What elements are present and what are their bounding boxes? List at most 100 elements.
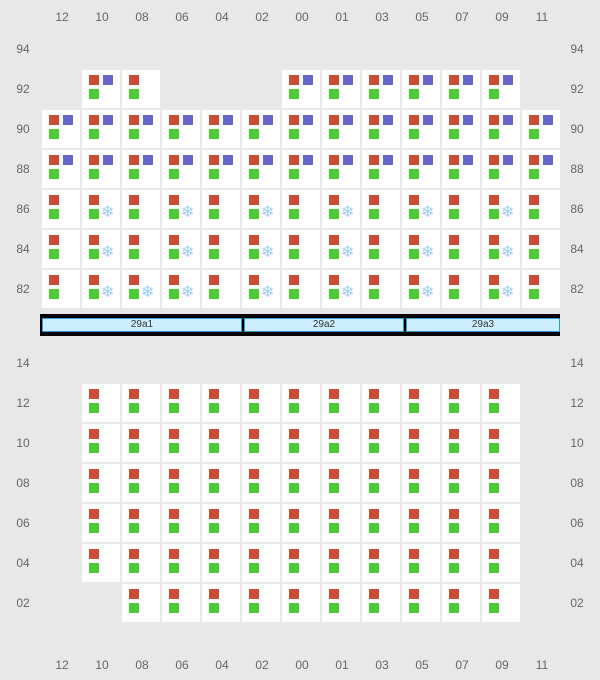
rack-cell[interactable] bbox=[162, 584, 200, 622]
rack-cell[interactable] bbox=[122, 464, 160, 502]
rack-cell[interactable]: ❄ bbox=[242, 270, 280, 308]
rack-cell[interactable] bbox=[402, 424, 440, 462]
rack-cell[interactable] bbox=[362, 424, 400, 462]
rack-cell[interactable] bbox=[442, 464, 480, 502]
rack-cell[interactable] bbox=[162, 504, 200, 542]
rack-cell[interactable] bbox=[482, 464, 520, 502]
rack-cell[interactable] bbox=[482, 544, 520, 582]
rack-cell[interactable] bbox=[242, 504, 280, 542]
rack-cell[interactable] bbox=[242, 544, 280, 582]
rack-cell[interactable] bbox=[322, 464, 360, 502]
rack-cell[interactable] bbox=[522, 150, 560, 188]
rack-cell[interactable] bbox=[482, 584, 520, 622]
rack-cell[interactable] bbox=[322, 504, 360, 542]
rack-cell[interactable] bbox=[362, 150, 400, 188]
rack-cell[interactable] bbox=[202, 544, 240, 582]
rack-cell[interactable]: ❄ bbox=[122, 270, 160, 308]
rack-cell[interactable] bbox=[202, 424, 240, 462]
rack-cell[interactable] bbox=[442, 584, 480, 622]
rack-cell[interactable] bbox=[82, 150, 120, 188]
rack-cell[interactable] bbox=[162, 110, 200, 148]
rack-cell[interactable] bbox=[242, 110, 280, 148]
rack-cell[interactable] bbox=[282, 270, 320, 308]
rack-cell[interactable]: ❄ bbox=[322, 190, 360, 228]
rack-cell[interactable] bbox=[482, 384, 520, 422]
rack-cell[interactable] bbox=[362, 110, 400, 148]
rack-cell[interactable] bbox=[242, 150, 280, 188]
rack-cell[interactable]: ❄ bbox=[402, 270, 440, 308]
rack-cell[interactable]: ❄ bbox=[322, 230, 360, 268]
rack-cell[interactable] bbox=[522, 270, 560, 308]
rack-cell[interactable] bbox=[322, 384, 360, 422]
rack-cell[interactable] bbox=[482, 110, 520, 148]
rack-cell[interactable] bbox=[362, 384, 400, 422]
rack-cell[interactable] bbox=[82, 504, 120, 542]
rack-cell[interactable] bbox=[162, 150, 200, 188]
rack-cell[interactable] bbox=[282, 584, 320, 622]
rack-cell[interactable] bbox=[122, 70, 160, 108]
rack-cell[interactable]: ❄ bbox=[82, 190, 120, 228]
rack-cell[interactable]: ❄ bbox=[82, 270, 120, 308]
rack-cell[interactable]: ❄ bbox=[242, 190, 280, 228]
rack-cell[interactable] bbox=[282, 150, 320, 188]
rack-cell[interactable] bbox=[122, 584, 160, 622]
rack-cell[interactable]: ❄ bbox=[402, 230, 440, 268]
rack-cell[interactable]: ❄ bbox=[162, 270, 200, 308]
rack-cell[interactable] bbox=[242, 464, 280, 502]
rack-cell[interactable] bbox=[362, 504, 400, 542]
rack-cell[interactable] bbox=[122, 504, 160, 542]
rack-cell[interactable] bbox=[162, 464, 200, 502]
rack-cell[interactable]: ❄ bbox=[402, 190, 440, 228]
rack-cell[interactable] bbox=[202, 230, 240, 268]
rack-cell[interactable] bbox=[82, 110, 120, 148]
rack-cell[interactable] bbox=[282, 464, 320, 502]
rack-cell[interactable] bbox=[122, 384, 160, 422]
rack-cell[interactable] bbox=[282, 230, 320, 268]
rack-cell[interactable] bbox=[482, 70, 520, 108]
rack-cell[interactable]: ❄ bbox=[322, 270, 360, 308]
rack-cell[interactable] bbox=[122, 424, 160, 462]
rack-cell[interactable] bbox=[442, 270, 480, 308]
rack-cell[interactable] bbox=[202, 384, 240, 422]
rack-cell[interactable] bbox=[82, 464, 120, 502]
rack-cell[interactable] bbox=[402, 464, 440, 502]
rack-cell[interactable]: ❄ bbox=[482, 270, 520, 308]
rack-cell[interactable] bbox=[362, 190, 400, 228]
rack-cell[interactable] bbox=[442, 544, 480, 582]
rack-cell[interactable] bbox=[362, 584, 400, 622]
rack-cell[interactable] bbox=[442, 150, 480, 188]
rack-cell[interactable] bbox=[282, 384, 320, 422]
rack-cell[interactable] bbox=[442, 504, 480, 542]
rack-cell[interactable] bbox=[522, 110, 560, 148]
rack-cell[interactable] bbox=[42, 150, 80, 188]
rack-cell[interactable] bbox=[402, 70, 440, 108]
rack-cell[interactable] bbox=[282, 190, 320, 228]
rack-cell[interactable] bbox=[122, 190, 160, 228]
rack-cell[interactable] bbox=[282, 110, 320, 148]
rack-cell[interactable] bbox=[522, 230, 560, 268]
rack-cell[interactable] bbox=[322, 424, 360, 462]
rack-cell[interactable] bbox=[442, 424, 480, 462]
rack-cell[interactable] bbox=[362, 270, 400, 308]
rack-cell[interactable]: ❄ bbox=[162, 190, 200, 228]
rack-cell[interactable] bbox=[202, 190, 240, 228]
rack-cell[interactable] bbox=[202, 504, 240, 542]
rack-cell[interactable] bbox=[162, 424, 200, 462]
rack-cell[interactable] bbox=[282, 424, 320, 462]
rack-cell[interactable] bbox=[482, 424, 520, 462]
aisle-label[interactable]: 29a3 bbox=[406, 318, 560, 332]
rack-cell[interactable] bbox=[322, 110, 360, 148]
rack-cell[interactable] bbox=[482, 504, 520, 542]
rack-cell[interactable] bbox=[122, 544, 160, 582]
rack-cell[interactable] bbox=[322, 150, 360, 188]
rack-cell[interactable] bbox=[402, 384, 440, 422]
rack-cell[interactable] bbox=[82, 544, 120, 582]
rack-cell[interactable] bbox=[402, 150, 440, 188]
rack-cell[interactable] bbox=[282, 504, 320, 542]
rack-cell[interactable] bbox=[362, 70, 400, 108]
rack-cell[interactable]: ❄ bbox=[482, 230, 520, 268]
rack-cell[interactable] bbox=[362, 464, 400, 502]
rack-cell[interactable] bbox=[42, 270, 80, 308]
rack-cell[interactable] bbox=[402, 504, 440, 542]
rack-cell[interactable] bbox=[442, 110, 480, 148]
